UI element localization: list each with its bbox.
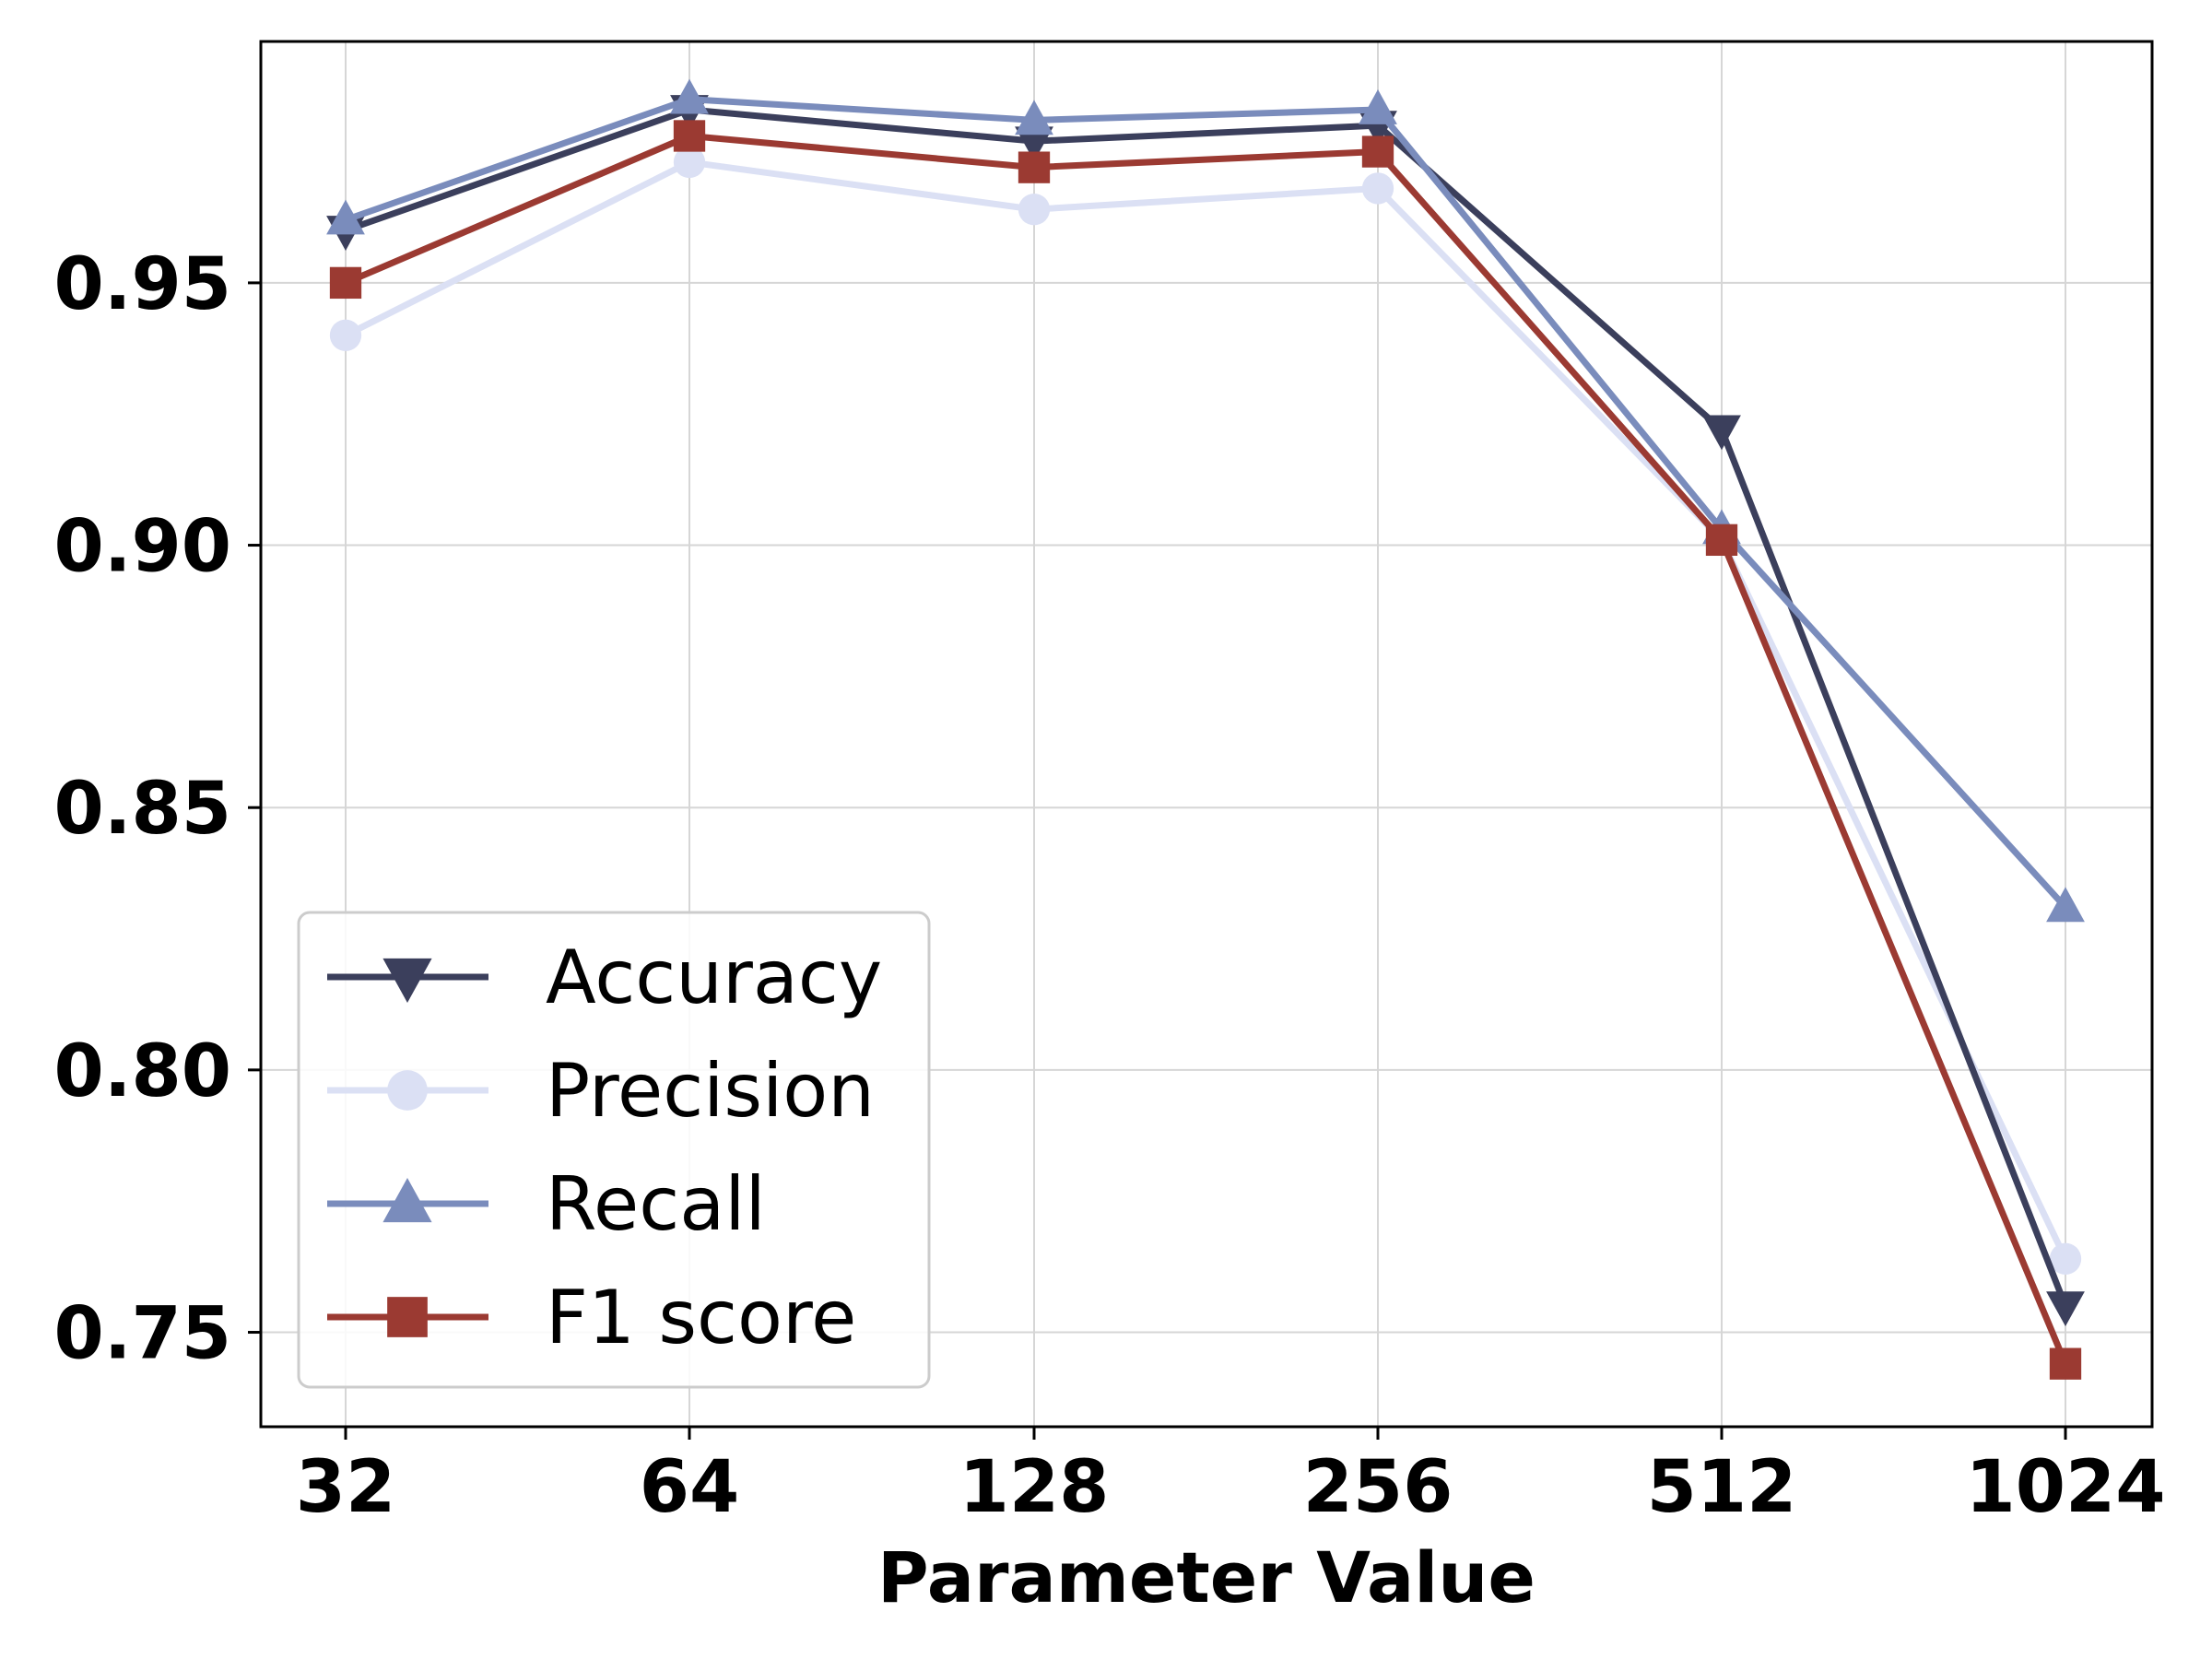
legend-swatch-marker [382,958,432,1003]
precision-point-64 [673,146,706,179]
recall-point-1024 [2046,887,2085,923]
legend-label: Precision [546,1048,875,1134]
precision-point-1024 [2049,1242,2082,1275]
accuracy-point-128 [1015,126,1053,162]
recall-point-32 [326,199,365,235]
legend-item-recall: Recall [327,1161,766,1247]
legend-swatch-marker [387,1297,428,1337]
recall-point-64 [670,78,709,114]
f1-score-point-128 [1018,151,1051,183]
legend: Accuracy Precision Recall F1 score [297,911,931,1389]
y-tick-label: 0.95 [54,243,231,326]
legend-label: Recall [546,1161,766,1247]
legend-swatch-marker [382,1178,432,1223]
y-tick-label: 0.80 [54,1030,231,1113]
series-f1-score [329,120,2082,1380]
precision-point-128 [1018,194,1051,226]
precision-line [344,159,2069,1261]
x-tick-label: 128 [959,1446,1110,1529]
legend-label: Accuracy [546,935,882,1020]
f1-score-point-64 [673,120,706,152]
x-tick-label: 512 [1647,1446,1797,1529]
x-axis-title: Parameter Value [877,1536,1535,1618]
x-tick-label: 64 [640,1446,740,1529]
f1-score-point-256 [1361,135,1394,168]
y-tick-label: 0.85 [54,768,231,851]
precision-point-32 [329,319,362,351]
f1-score-line [344,132,2069,1366]
legend-swatch-marker [387,1070,428,1111]
f1-score-point-1024 [2049,1347,2082,1380]
series-recall [326,78,2085,923]
x-tick-label: 1024 [1965,1446,2165,1529]
precision-point-256 [1361,172,1394,205]
legend-item-f1-score: F1 score [327,1275,856,1360]
axis-ticks: 32 64 128 256 512 1024 0.75 0.80 0.85 0.90 0.95 [54,243,2166,1529]
legend-label: F1 score [546,1275,856,1360]
recall-line [344,96,2068,910]
f1-score-point-512 [1705,524,1738,557]
f1-score-point-32 [329,266,362,300]
series-layer [326,78,2085,1380]
plot-area-frame [259,40,2154,1429]
accuracy-line [344,106,2069,1308]
legend-item-precision: Precision [327,1048,875,1134]
y-tick-label: 0.75 [54,1293,231,1376]
recall-point-128 [1015,100,1053,135]
y-tick-label: 0.90 [54,506,231,589]
x-tick-label: 256 [1303,1446,1453,1529]
accuracy-point-1024 [2046,1291,2085,1327]
recall-point-256 [1359,89,1397,124]
series-precision [329,146,2082,1275]
legend-item-accuracy: Accuracy [327,935,882,1020]
x-tick-label: 32 [296,1446,396,1529]
accuracy-point-512 [1702,415,1741,451]
legend-box [297,911,931,1389]
